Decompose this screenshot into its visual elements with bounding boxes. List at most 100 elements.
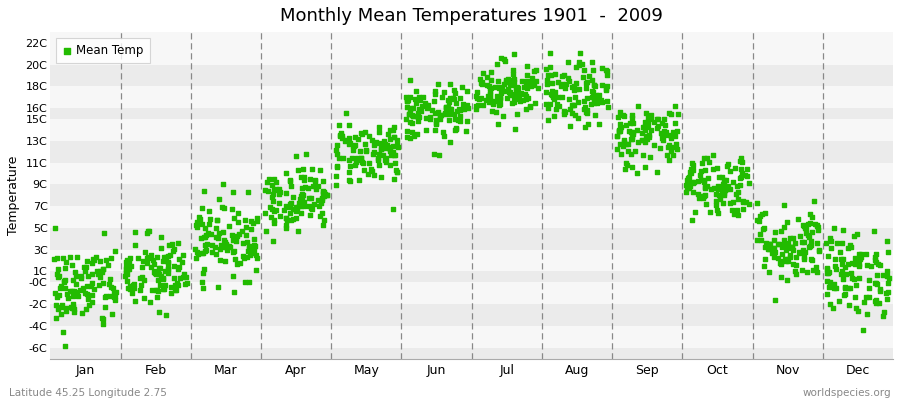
Mean Temp [836,226,850,233]
Mean Temp [507,76,521,82]
Mean Temp [195,250,210,256]
Mean Temp [433,115,447,122]
Mean Temp [580,110,594,117]
Mean Temp [164,284,178,290]
Mean Temp [56,255,70,261]
Mean Temp [81,273,95,280]
Mean Temp [59,259,74,265]
Text: Latitude 45.25 Longitude 2.75: Latitude 45.25 Longitude 2.75 [9,388,166,398]
Mean Temp [491,121,505,128]
Mean Temp [850,231,865,238]
Mean Temp [400,128,414,134]
Mean Temp [400,134,414,140]
Mean Temp [730,207,744,214]
Mean Temp [198,233,212,240]
Mean Temp [832,298,846,304]
Mean Temp [47,256,61,263]
Mean Temp [698,193,712,199]
Mean Temp [699,155,714,161]
Mean Temp [834,268,849,274]
Mean Temp [694,193,708,199]
Mean Temp [172,264,186,270]
Mean Temp [849,304,863,311]
Mean Temp [67,301,81,307]
Mean Temp [294,191,309,198]
Mean Temp [406,113,420,120]
Mean Temp [442,98,456,105]
Mean Temp [265,214,279,221]
Mean Temp [290,207,304,213]
Mean Temp [304,195,319,202]
Mean Temp [95,316,110,322]
Mean Temp [122,266,136,272]
Mean Temp [132,287,147,293]
Mean Temp [333,132,347,139]
Bar [50,43,893,65]
Mean Temp [807,220,822,227]
Mean Temp [845,260,859,266]
Mean Temp [506,67,520,73]
Mean Temp [412,113,427,120]
Mean Temp [581,72,596,79]
Mean Temp [267,220,282,226]
Mean Temp [406,113,420,119]
Mean Temp [366,150,381,157]
Mean Temp [739,199,753,206]
Mean Temp [550,101,564,107]
Mean Temp [716,183,731,190]
Mean Temp [77,290,92,296]
Mean Temp [637,139,652,145]
Mean Temp [872,300,886,306]
Mean Temp [283,177,297,184]
Mean Temp [362,160,376,166]
Mean Temp [99,257,113,263]
Mean Temp [140,230,154,236]
Mean Temp [67,304,81,310]
Mean Temp [431,108,446,115]
Mean Temp [701,158,716,165]
Mean Temp [547,113,562,120]
Mean Temp [717,187,732,193]
Mean Temp [706,152,720,159]
Mean Temp [876,313,890,320]
Mean Temp [289,208,303,214]
Mean Temp [310,197,325,204]
Y-axis label: Temperature: Temperature [7,156,20,235]
Mean Temp [347,133,362,140]
Mean Temp [335,133,349,139]
Mean Temp [151,276,166,283]
Mean Temp [600,98,615,104]
Mean Temp [346,142,361,149]
Mean Temp [483,84,498,91]
Mean Temp [293,192,308,199]
Mean Temp [148,287,163,293]
Mean Temp [768,296,782,303]
Mean Temp [434,112,448,118]
Mean Temp [354,130,368,137]
Mean Temp [523,104,537,110]
Mean Temp [864,263,878,269]
Mean Temp [742,201,756,207]
Mean Temp [108,292,122,299]
Mean Temp [578,124,592,130]
Mean Temp [788,253,803,260]
Mean Temp [342,135,356,142]
Mean Temp [153,245,167,251]
Mean Temp [191,251,205,257]
Mean Temp [142,228,157,235]
Mean Temp [53,282,68,289]
Mean Temp [777,240,791,247]
Mean Temp [454,83,469,90]
Mean Temp [552,102,566,109]
Mean Temp [654,135,669,141]
Mean Temp [555,81,570,87]
Mean Temp [474,80,489,87]
Mean Temp [99,292,113,299]
Mean Temp [85,299,99,305]
Mean Temp [617,139,632,146]
Mean Temp [558,109,572,116]
Mean Temp [771,255,786,261]
Mean Temp [796,246,810,253]
Mean Temp [539,81,554,88]
Mean Temp [123,283,138,289]
